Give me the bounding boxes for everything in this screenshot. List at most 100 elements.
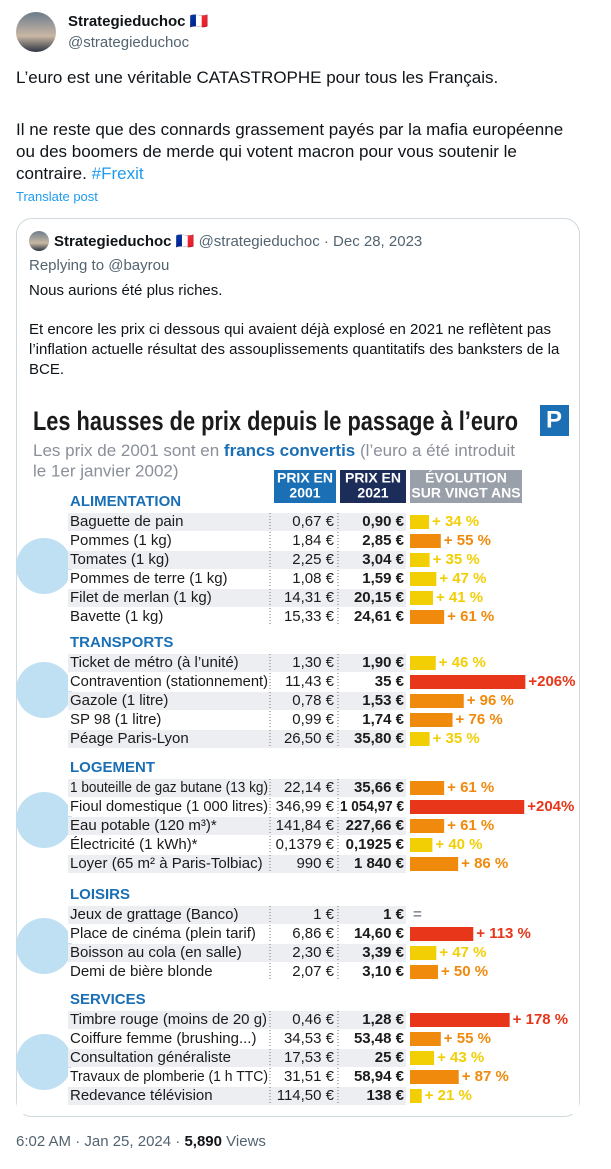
section-title: LOGEMENT bbox=[70, 759, 155, 776]
flag: 🇫🇷 bbox=[175, 233, 195, 250]
avatar[interactable] bbox=[16, 12, 56, 52]
quote-header: Strategieduchoc 🇫🇷 @strategieduchoc · De… bbox=[54, 232, 422, 250]
item-label: Ticket de métro (à l’unité) bbox=[70, 654, 239, 671]
row-bg bbox=[68, 730, 406, 748]
price-2001: 34,53 € bbox=[284, 1030, 335, 1047]
row-bg bbox=[68, 551, 406, 569]
price-2001: 17,53 € bbox=[284, 1049, 335, 1066]
row-bg bbox=[68, 1068, 406, 1086]
evolution-label: + 61 % bbox=[447, 608, 494, 625]
evolution-label: + 46 % bbox=[439, 654, 486, 671]
evolution-bar bbox=[410, 1070, 459, 1084]
price-2001: 1 € bbox=[313, 906, 335, 923]
quote-name: Strategieduchoc bbox=[54, 233, 172, 250]
price-2021: 53,48 € bbox=[354, 1030, 405, 1047]
item-label: Travaux de plomberie (1 h TTC) bbox=[70, 1068, 268, 1085]
price-2001: 0,1379 € bbox=[276, 836, 335, 853]
section-title: SERVICES bbox=[70, 991, 146, 1008]
price-2001: 26,50 € bbox=[284, 730, 335, 747]
subtitle-part: Les prix de 2001 sont en bbox=[33, 441, 219, 460]
price-2001: 0,46 € bbox=[292, 1011, 334, 1028]
item-label: 1 bouteille de gaz butane (13 kg) bbox=[70, 779, 268, 796]
price-2021: 227,66 € bbox=[346, 817, 405, 834]
row-bg bbox=[68, 570, 406, 588]
timestamp: 6:02 AM · Jan 25, 2024 · bbox=[16, 1133, 181, 1150]
price-2021: 3,04 € bbox=[362, 551, 404, 568]
name[interactable]: Strategieduchoc bbox=[68, 13, 186, 30]
item-label: SP 98 (1 litre) bbox=[70, 711, 161, 728]
price-2001: 0,67 € bbox=[292, 513, 334, 530]
row-bg bbox=[68, 654, 406, 672]
evolution-bar bbox=[410, 781, 445, 795]
subtitle-part: (l’euro a été introduit bbox=[360, 441, 515, 460]
column-header-bg bbox=[340, 470, 406, 503]
evolution-label: = bbox=[413, 906, 422, 923]
evolution-bar bbox=[410, 732, 430, 746]
price-2021: 3,10 € bbox=[362, 963, 404, 980]
evolution-label: + 61 % bbox=[447, 817, 494, 834]
evolution-label: + 43 % bbox=[437, 1049, 484, 1066]
evolution-label: + 34 % bbox=[432, 513, 479, 530]
quote-card[interactable] bbox=[16, 218, 580, 1117]
quote-avatar bbox=[29, 231, 49, 251]
item-label: Filet de merlan (1 kg) bbox=[70, 589, 212, 606]
row-bg bbox=[68, 963, 406, 981]
views-count: 5,890 bbox=[184, 1133, 222, 1150]
quote-meta: @strategieduchoc · Dec 28, 2023 bbox=[198, 233, 423, 250]
price-2021: 3,39 € bbox=[362, 944, 404, 961]
price-2001: 2,25 € bbox=[292, 551, 334, 568]
author-handle[interactable]: @strategieduchoc bbox=[68, 34, 190, 51]
price-2021: 58,94 € bbox=[354, 1068, 405, 1085]
row-bg bbox=[68, 513, 406, 531]
evolution-label: +204% bbox=[527, 798, 574, 815]
column-header: SUR VINGT ANS bbox=[411, 485, 520, 501]
item-label: Fioul domestique (1 000 litres) bbox=[70, 798, 268, 815]
price-2021: 20,15 € bbox=[354, 589, 405, 606]
row-bg bbox=[68, 692, 406, 710]
price-2021: 35 € bbox=[375, 673, 405, 690]
evolution-label: + 47 % bbox=[439, 570, 486, 587]
evolution-bar bbox=[410, 965, 438, 979]
quote-text: Et encore les prix ci dessous qui avaien… bbox=[29, 321, 560, 378]
price-2001: 1,84 € bbox=[292, 532, 334, 549]
item-label: Jeux de grattage (Banco) bbox=[70, 906, 238, 923]
item-label: Demi de bière blonde bbox=[70, 963, 213, 980]
row-bg bbox=[68, 817, 406, 835]
price-2021: 1 € bbox=[383, 906, 405, 923]
price-2001: 31,51 € bbox=[284, 1068, 335, 1085]
price-2021: 1,53 € bbox=[362, 692, 404, 709]
evolution-label: + 76 % bbox=[456, 711, 503, 728]
hashtag[interactable]: #Frexit bbox=[91, 164, 144, 183]
row-bg bbox=[68, 1011, 406, 1029]
evolution-bar bbox=[410, 800, 525, 814]
row-bg bbox=[68, 1030, 406, 1048]
column-header: 2001 bbox=[289, 485, 320, 501]
evolution-label: + 40 % bbox=[435, 836, 482, 853]
logo: P bbox=[546, 406, 562, 433]
item-label: Pommes (1 kg) bbox=[70, 532, 172, 549]
author-name[interactable]: Strategieduchoc 🇫🇷 bbox=[68, 12, 208, 30]
price-2001: 990 € bbox=[296, 855, 334, 872]
evolution-bar bbox=[410, 534, 441, 548]
item-label: Loyer (65 m² à Paris-Tolbiac) bbox=[70, 855, 263, 872]
row-bg bbox=[68, 944, 406, 962]
tweet-footer: 6:02 AM · Jan 25, 2024 · 5,890 Views bbox=[16, 1133, 266, 1150]
price-2001: 1,08 € bbox=[292, 570, 334, 587]
translate-link[interactable]: Translate post bbox=[16, 189, 98, 204]
item-label: Baguette de pain bbox=[70, 513, 183, 530]
item-label: Gazole (1 litre) bbox=[70, 692, 168, 709]
price-2001: 11,43 € bbox=[285, 673, 335, 690]
column-header: 2021 bbox=[357, 485, 388, 501]
row-bg bbox=[68, 925, 406, 943]
evolution-label: + 35 % bbox=[433, 730, 480, 747]
item-label: Pommes de terre (1 kg) bbox=[70, 570, 228, 587]
evolution-label: + 55 % bbox=[444, 1030, 491, 1047]
evolution-bar bbox=[410, 857, 459, 871]
price-2021: 1 054,97 € bbox=[340, 798, 405, 815]
row-bg bbox=[68, 798, 406, 816]
evolution-label: +206% bbox=[528, 673, 575, 690]
price-2021: 35,66 € bbox=[354, 779, 405, 796]
evolution-bar bbox=[410, 1013, 510, 1027]
evolution-label: + 96 % bbox=[467, 692, 514, 709]
